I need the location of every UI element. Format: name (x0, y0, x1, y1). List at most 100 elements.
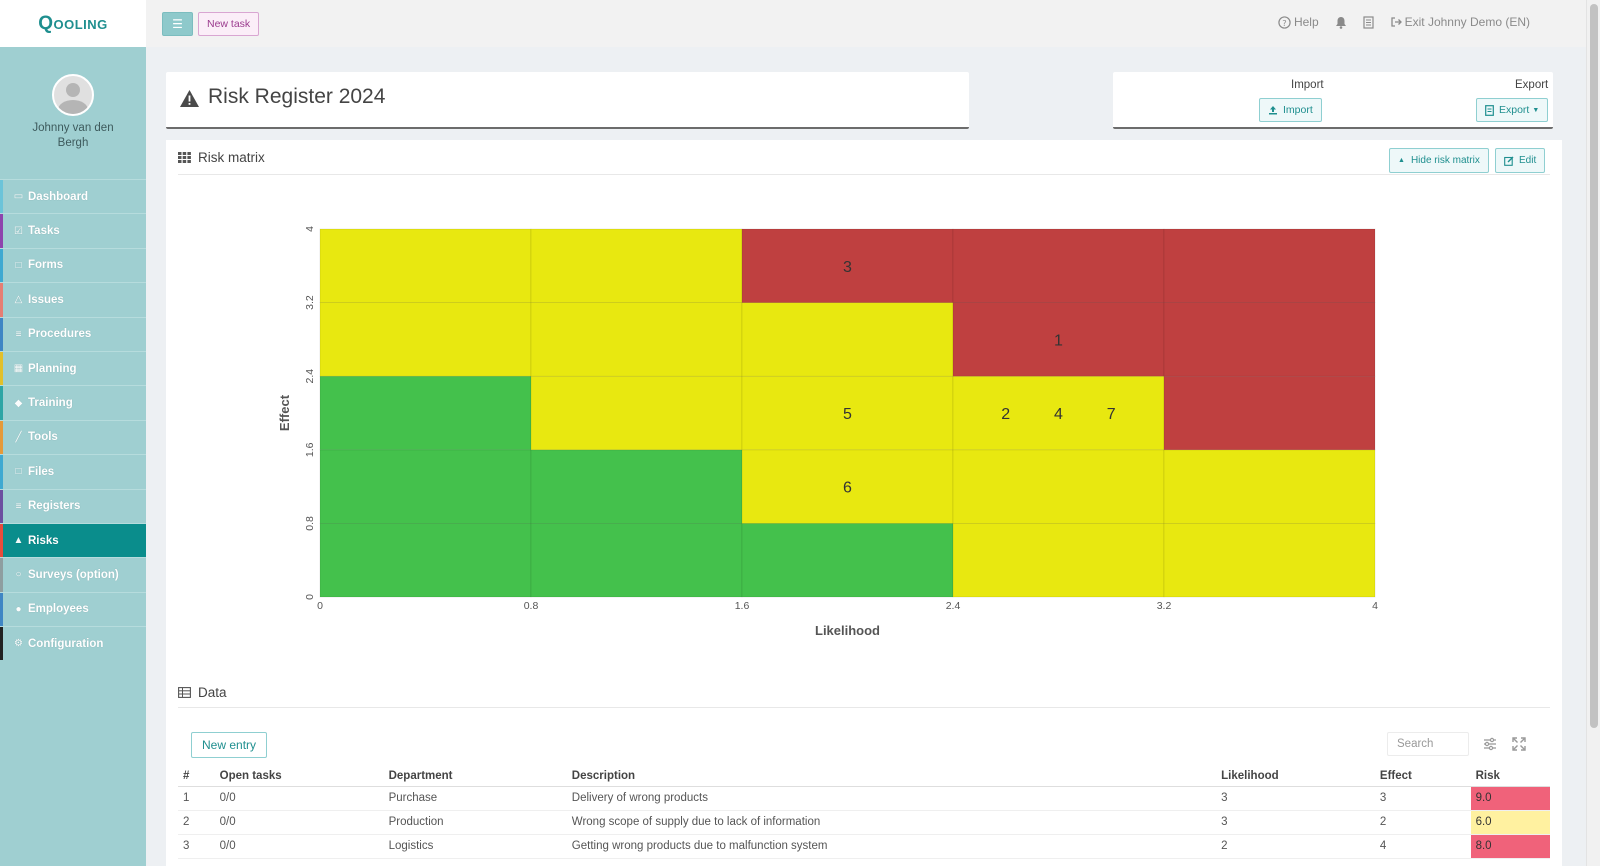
x-tick-label: 0.8 (524, 600, 539, 612)
user-panel: Johnny van den Bergh (0, 47, 146, 179)
check-square-icon: ☑ (14, 225, 23, 237)
sidebar-item-issues[interactable]: △ Issues (0, 282, 146, 317)
sidebar-item-employees[interactable]: ● Employees (0, 591, 146, 627)
avatar[interactable] (52, 74, 94, 116)
sidebar-item-training[interactable]: ◆ Training (0, 385, 146, 421)
matrix-cell (530, 375, 743, 451)
top-bar: ☰ New task ? Help Exit Johnny Demo (EN) (146, 0, 1586, 47)
table-header-row: # Open tasks Department Description Likeliho… (178, 766, 1550, 787)
new-task-button[interactable]: New task (198, 12, 260, 36)
document-icon (1363, 15, 1374, 29)
sidebar-item-procedures[interactable]: ≡ Procedures (0, 316, 146, 352)
x-tick-label: 3.2 (1157, 600, 1172, 612)
monitor-icon: ▭ (13, 191, 24, 203)
new-entry-button[interactable]: New entry (191, 732, 268, 758)
cell-likelihood: 3 (1216, 810, 1375, 835)
table-row[interactable]: 1 0/0 Purchase Delivery of wrong products 3 3… (178, 786, 1550, 811)
exit-label: Exit Johnny Demo (EN) (1404, 15, 1530, 29)
notifications-button[interactable] (1335, 16, 1347, 29)
column-header[interactable]: Likelihood (1216, 766, 1375, 787)
matrix-cell (741, 302, 954, 377)
column-header[interactable]: Department (383, 766, 567, 787)
cell-likelihood: 3 (1216, 786, 1375, 811)
sidebar-item-tasks[interactable]: ☑ Tasks (0, 213, 146, 249)
fullscreen-icon[interactable] (1512, 737, 1526, 751)
risk-data-table: # Open tasks Department Description Likeliho… (178, 766, 1550, 859)
cell-id: 1 (178, 786, 215, 811)
sidebar-item-label: Dashboard (28, 190, 89, 203)
column-header[interactable]: Open tasks (214, 766, 384, 787)
export-button-label: Export (1499, 104, 1530, 116)
y-tick-label: 1.6 (304, 442, 316, 457)
gear-icon: ⚙ (14, 638, 23, 650)
export-dropdown-button[interactable]: Export ▼ (1476, 98, 1549, 122)
app-logo[interactable]: Qooling (0, 0, 146, 47)
matrix-cell (1163, 375, 1376, 451)
sidebar-item-dashboard[interactable]: ▭ Dashboard (0, 179, 146, 214)
sidebar-item-label: Issues (28, 293, 64, 306)
sidebar-item-label: Training (28, 397, 73, 410)
documents-button[interactable] (1363, 15, 1374, 29)
sidebar-item-label: Surveys (option) (28, 568, 119, 581)
import-button[interactable]: Import (1259, 98, 1322, 122)
help-icon: ? (1278, 15, 1291, 29)
table-body: 1 0/0 Purchase Delivery of wrong products 3 3… (178, 786, 1550, 859)
cell-department: Purchase (383, 786, 567, 811)
sidebar-item-files[interactable]: □ Files (0, 454, 146, 489)
sidebar-item-registers[interactable]: ≡ Registers (0, 488, 146, 524)
sidebar-item-forms[interactable]: □ Forms (0, 247, 146, 283)
page-scrollbar[interactable] (1586, 0, 1600, 866)
risk-matrix-chart: 0 0.8 1.6 2.4 3.2 4 0 0.8 1.6 2.4 3.2 4 Likelihood Ef… (277, 226, 1378, 638)
sidebar-item-configuration[interactable]: ⚙ Configuration (0, 626, 146, 661)
wrench-icon: ╱ (15, 431, 22, 443)
cell-department: Logistics (383, 834, 567, 859)
sidebar-nav: ▭ Dashboard ☑ Tasks □ Forms △ Issues ≡ Procedures… (0, 179, 146, 661)
scrollbar-thumb[interactable] (1590, 4, 1598, 728)
upload-icon (1269, 106, 1277, 115)
column-header[interactable]: Effect (1374, 766, 1471, 787)
y-tick-label: 4 (304, 226, 316, 232)
divider (178, 174, 1550, 175)
cell-risk: 6.0 (1470, 810, 1550, 835)
cell-open-tasks: 0/0 (214, 786, 384, 811)
help-link[interactable]: ? Help (1278, 15, 1319, 29)
help-label: Help (1293, 15, 1319, 29)
sidebar-item-tools[interactable]: ╱ Tools (0, 419, 146, 455)
sidebar-item-planning[interactable]: ▦ Planning (0, 350, 146, 386)
list-icon: ≡ (15, 328, 22, 340)
sidebar-item-label: Tools (28, 431, 58, 444)
table-row[interactable]: 2 0/0 Production Wrong scope of supply due … (178, 810, 1550, 835)
risk-marker-label: 5 (843, 406, 852, 423)
sidebar-item-label: Procedures (28, 328, 92, 341)
column-header[interactable]: Risk (1470, 766, 1550, 787)
cell-open-tasks: 0/0 (214, 834, 384, 859)
sidebar-item-label: Forms (28, 259, 64, 272)
sliders-icon[interactable] (1483, 737, 1497, 751)
edit-matrix-button[interactable]: Edit (1495, 148, 1546, 173)
column-header[interactable]: Description (566, 766, 1217, 787)
column-header[interactable]: # (178, 766, 215, 787)
hide-risk-matrix-button[interactable]: ▲ Hide risk matrix (1389, 148, 1489, 173)
risk-marker-label: 2 (1001, 406, 1010, 423)
x-tick-label: 1.6 (735, 600, 750, 612)
matrix-cell (530, 302, 743, 377)
cell-open-tasks: 0/0 (214, 810, 384, 835)
cell-effect: 2 (1374, 810, 1471, 835)
sidebar-item-label: Registers (28, 500, 81, 513)
matrix-cell (1163, 228, 1376, 303)
cell-risk: 9.0 (1470, 786, 1550, 811)
search-input[interactable] (1387, 732, 1469, 756)
top-right-menu: ? Help Exit Johnny Demo (EN) (1262, 15, 1530, 29)
sidebar-item-risks[interactable]: ▲ Risks (0, 522, 146, 558)
cell-description: Wrong scope of supply due to lack of inf… (566, 810, 1217, 835)
menu-toggle-button[interactable]: ☰ (162, 12, 193, 36)
risk-marker-label: 7 (1107, 406, 1116, 423)
table-row[interactable]: 3 0/0 Logistics Getting wrong products due … (178, 834, 1550, 859)
y-axis-label: Effect (277, 394, 292, 431)
import-button-label: Import (1283, 104, 1313, 116)
cell-department: Production (383, 810, 567, 835)
matrix-cell (319, 449, 532, 524)
sidebar-item-surveys-option[interactable]: ○ Surveys (option) (0, 557, 146, 593)
divider (178, 707, 1550, 708)
exit-demo-link[interactable]: Exit Johnny Demo (EN) (1390, 15, 1530, 29)
